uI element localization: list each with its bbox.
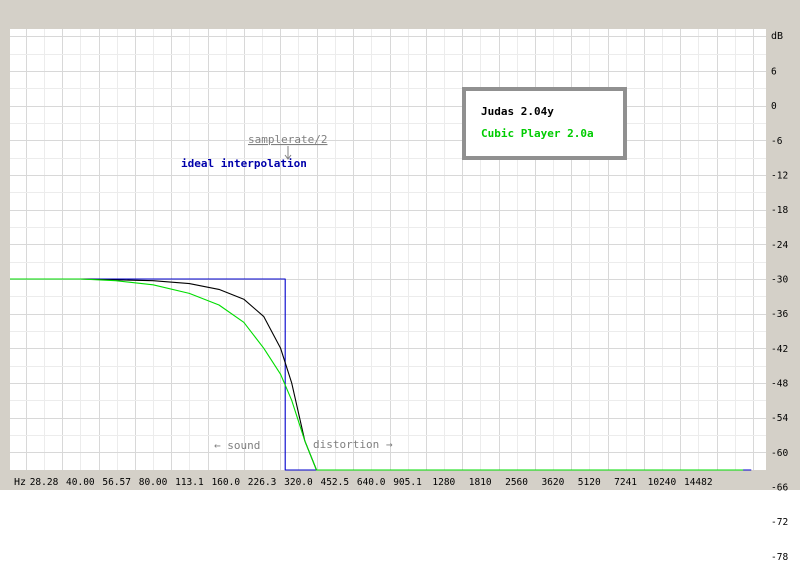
x-tick-label: 5120 [578,477,601,488]
x-tick-label: 56.57 [102,477,131,488]
x-tick-label: 320.0 [284,477,313,488]
x-tick-label: 80.00 [139,477,168,488]
y-tick-label: 6 [771,67,777,78]
samplerate-annotation: samplerate/2 [248,133,327,146]
y-tick-label: -54 [771,413,788,424]
distortion-annotation: distortion → [313,438,393,451]
x-tick-label: 2560 [505,477,528,488]
samplerate-pointer-head [284,154,292,160]
ideal-interpolation-label: ideal interpolation [181,157,307,170]
x-tick-label: 113.1 [175,477,204,488]
x-tick-label: 3620 [541,477,564,488]
x-unit-label: Hz [14,477,26,488]
frame-bottom-white [0,490,800,569]
y-tick-label: -60 [771,448,788,459]
grid [10,29,766,470]
x-tick-label: 452.5 [320,477,349,488]
y-tick-label: -30 [771,275,788,286]
x-tick-label: 1810 [469,477,492,488]
legend-entry-cubic-player: Cubic Player 2.0a [481,127,594,140]
x-tick-label: 14482 [684,477,713,488]
series-line-cubic-player-2-0a [10,278,744,471]
y-tick-label: -6 [771,136,783,147]
x-tick-label: 160.0 [211,477,240,488]
x-tick-labels: 28.28 40.00 56.57 80.00 113.1 160.0 226.3 320.0… [30,477,713,488]
x-tick-label: 640.0 [357,477,386,488]
y-tick-label: -18 [771,205,788,216]
y-tick-label: -42 [771,344,788,355]
plot-area [10,29,766,470]
x-tick-label: 10240 [648,477,677,488]
x-tick-label: 1280 [432,477,455,488]
series-layer [10,278,752,471]
legend-entry-judas: Judas 2.04y [481,105,554,118]
y-tick-label: -78 [771,552,788,563]
y-tick-labels: 6 0 -6 -12 -18 -24 -30 -36 -42 -48 -54 -60 -66 -72 -78… [771,67,788,563]
y-tick-label: -72 [771,517,788,528]
x-tick-label: 226.3 [248,477,277,488]
legend-box [462,87,627,160]
y-unit-label: dB [771,31,783,42]
y-tick-label: -12 [771,171,788,182]
x-tick-label: 905.1 [393,477,422,488]
x-tick-label: 40.00 [66,477,95,488]
x-tick-label: 28.28 [30,477,59,488]
sound-annotation: ← sound [214,439,260,452]
y-tick-label: 0 [771,101,777,112]
y-tick-label: -36 [771,309,788,320]
y-tick-label: -24 [771,240,788,251]
x-tick-label: 7241 [614,477,637,488]
y-tick-label: -66 [771,483,788,494]
y-tick-label: -48 [771,379,788,390]
